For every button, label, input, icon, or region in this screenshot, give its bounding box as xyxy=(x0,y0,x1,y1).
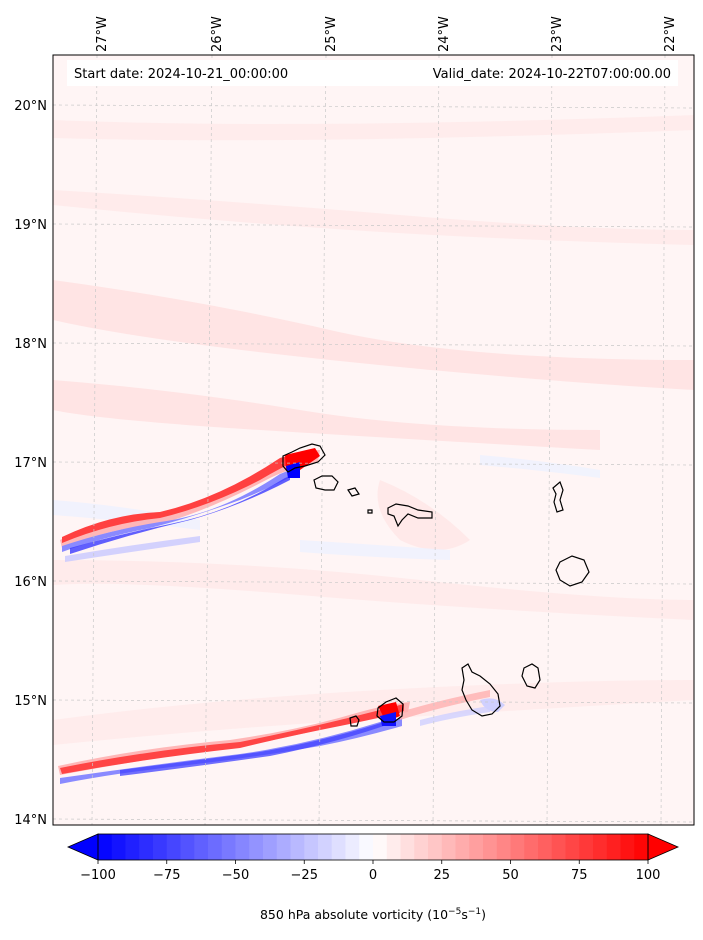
colorbar-segments xyxy=(98,834,649,860)
lat-label-19n: 19°N xyxy=(14,218,47,233)
colorbar-tick-label: −75 xyxy=(153,868,180,883)
colorbar-segment xyxy=(166,834,182,860)
colorbar-segment xyxy=(469,834,484,860)
colorbar-extend-max xyxy=(647,833,680,861)
island-santa-luzia xyxy=(347,487,360,497)
colorbar-label-exp1: −5 xyxy=(448,907,461,917)
latitude-labels: 20°N 19°N 18°N 17°N 16°N 15°N 14°N xyxy=(14,99,47,828)
island-sao-vicente xyxy=(313,475,339,491)
lon-label-25w: 25°W xyxy=(324,16,339,52)
colorbar-tick-label: 50 xyxy=(502,868,519,883)
colorbar-segment xyxy=(359,834,374,860)
colorbar-segment xyxy=(125,834,140,860)
lon-label-22w: 22°W xyxy=(663,16,678,52)
lat-label-14n: 14°N xyxy=(14,813,47,828)
island-fogo xyxy=(376,697,404,723)
island-maio xyxy=(521,663,541,689)
lat-label-17n: 17°N xyxy=(14,456,47,471)
colorbar-tick-label: 0 xyxy=(369,868,377,883)
valid-date-label: Valid_date: 2024-10-22T07:00:00.00 xyxy=(433,67,671,82)
colorbar-segment xyxy=(428,834,443,860)
colorbar-segment xyxy=(194,834,209,860)
colorbar-segment xyxy=(249,834,264,860)
lon-label-24w: 24°W xyxy=(437,16,452,52)
colorbar-segment xyxy=(483,834,498,860)
island-branco xyxy=(367,509,373,514)
colorbar-segment xyxy=(180,834,195,860)
colorbar-segment xyxy=(345,834,360,860)
colorbar-label-main: 850 hPa absolute vorticity (10 xyxy=(260,907,448,922)
colorbar-segment xyxy=(290,834,305,860)
colorbar-segment xyxy=(441,834,457,860)
lat-label-18n: 18°N xyxy=(14,337,47,352)
colorbar-segment xyxy=(606,834,622,860)
colorbar-segment xyxy=(208,834,223,860)
colorbar-segment xyxy=(221,834,237,860)
lat-label-15n: 15°N xyxy=(14,694,47,709)
map-field xyxy=(53,55,694,825)
colorbar-segment xyxy=(276,834,292,860)
colorbar-label: 850 hPa absolute vorticity (10−5s−1) xyxy=(260,907,486,922)
island-santo-antao xyxy=(282,443,326,473)
map-frame xyxy=(52,54,695,826)
header-box xyxy=(67,60,678,86)
longitude-labels: 27°W 26°W 25°W 24°W 23°W 22°W xyxy=(95,16,678,52)
lon-label-23w: 23°W xyxy=(550,16,565,52)
island-brava xyxy=(349,715,360,727)
colorbar-segment xyxy=(620,834,635,860)
lon-label-27w: 27°W xyxy=(95,16,110,52)
colorbar-segment xyxy=(304,834,319,860)
colorbar-segment xyxy=(634,834,649,860)
lat-label-20n: 20°N xyxy=(14,99,47,114)
colorbar-segment xyxy=(373,834,388,860)
lon-label-26w: 26°W xyxy=(210,16,225,52)
colorbar-segment xyxy=(153,834,168,860)
colorbar-label-mid: s xyxy=(461,907,468,922)
map-gridlines xyxy=(53,55,694,825)
colorbar-segment xyxy=(111,834,127,860)
colorbar-tick-label: 25 xyxy=(433,868,450,883)
colorbar-segment xyxy=(318,834,333,860)
lat-label-16n: 16°N xyxy=(14,575,47,590)
colorbar-segment xyxy=(551,834,567,860)
colorbar-segment xyxy=(331,834,347,860)
colorbar-tick-label: −50 xyxy=(222,868,249,883)
colorbar-segment xyxy=(235,834,250,860)
colorbar-segment xyxy=(139,834,154,860)
colorbar-segment xyxy=(386,834,402,860)
colorbar-segment xyxy=(579,834,594,860)
coastlines xyxy=(282,443,590,727)
colorbar-segment xyxy=(524,834,539,860)
colorbar-tick-label: −100 xyxy=(80,868,116,883)
colorbar-segment xyxy=(263,834,278,860)
colorbar-segment xyxy=(593,834,608,860)
island-sao-nicolau xyxy=(387,503,433,528)
colorbar-tick-label: −25 xyxy=(291,868,318,883)
colorbar-label-end: ) xyxy=(481,907,486,922)
colorbar-segment xyxy=(538,834,553,860)
colorbar-segment xyxy=(98,834,113,860)
island-sal xyxy=(552,480,564,513)
colorbar-segment xyxy=(565,834,580,860)
island-boa-vista xyxy=(555,555,590,587)
colorbar-tick-label: 75 xyxy=(571,868,588,883)
colorbar-segment xyxy=(496,834,512,860)
colorbar-extend-min xyxy=(66,833,99,861)
start-date-label: Start date: 2024-10-21_00:00:00 xyxy=(74,67,288,82)
colorbar-segment xyxy=(510,834,525,860)
colorbar: −100 −75 −50 −25 0 25 50 75 100 850 hPa absolute… xyxy=(66,833,680,922)
colorbar-tick-label: 100 xyxy=(636,868,661,883)
vorticity-background-streaks xyxy=(53,115,694,745)
colorbar-segment xyxy=(414,834,429,860)
colorbar-segment xyxy=(455,834,470,860)
colorbar-segment xyxy=(400,834,415,860)
colorbar-ticks: −100 −75 −50 −25 0 25 50 75 100 xyxy=(80,860,660,883)
vorticity-wake-north xyxy=(60,448,320,562)
colorbar-label-exp2: −1 xyxy=(468,907,481,917)
island-santiago xyxy=(461,663,501,717)
